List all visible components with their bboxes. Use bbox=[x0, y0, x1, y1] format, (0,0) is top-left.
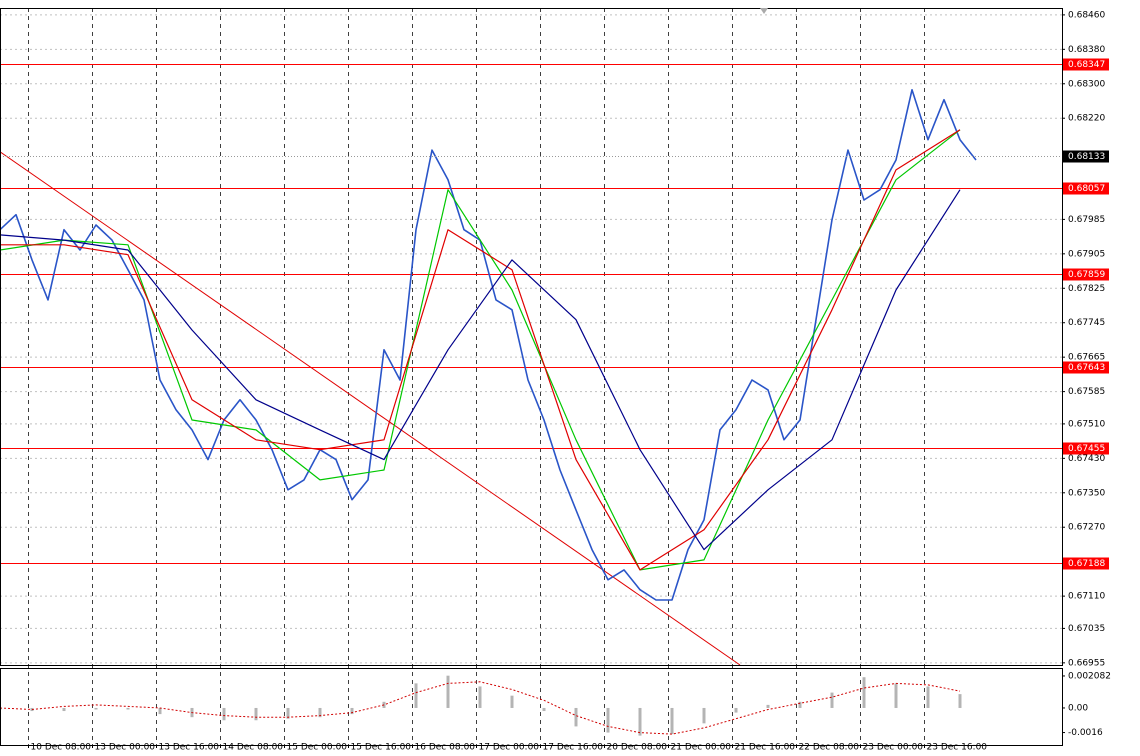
histogram-bar bbox=[766, 704, 770, 708]
histogram-bar bbox=[862, 677, 866, 708]
x-tick-label: 22 Dec 08:00 bbox=[799, 743, 860, 753]
histogram-bar bbox=[574, 707, 578, 727]
histogram-bar bbox=[542, 707, 546, 712]
y-tick-label: 0.68300 bbox=[1068, 79, 1105, 89]
y-tick-label: 0.68460 bbox=[1068, 10, 1105, 20]
plot-layer bbox=[0, 8, 1062, 745]
histogram-bar bbox=[830, 692, 834, 708]
y-tick-label: 0.67270 bbox=[1068, 523, 1105, 533]
y-tick-label: 0.67825 bbox=[1068, 284, 1105, 294]
y-tick-label: 0.67035 bbox=[1068, 624, 1105, 634]
signal-line bbox=[0, 681, 961, 735]
level-label-box bbox=[1063, 557, 1109, 570]
moving-average bbox=[0, 129, 961, 571]
trend-line bbox=[0, 151, 741, 666]
histogram-bar bbox=[478, 686, 482, 708]
x-tick-label: 15 Dec 16:00 bbox=[351, 743, 412, 753]
x-tick-label: 21 Dec 00:00 bbox=[671, 743, 732, 753]
histogram-bar bbox=[798, 701, 802, 708]
histogram-bar bbox=[254, 707, 258, 721]
histogram-bar bbox=[286, 707, 290, 719]
level-label-box bbox=[1063, 268, 1109, 281]
level-label-box bbox=[1063, 442, 1109, 455]
price-line bbox=[0, 89, 977, 601]
histogram-bar bbox=[446, 675, 450, 708]
histogram-bar bbox=[222, 707, 226, 721]
y-tick-label: 0.67110 bbox=[1068, 592, 1105, 602]
x-tick-label: 14 Dec 08:00 bbox=[223, 743, 284, 753]
main-panel-border bbox=[0, 8, 1063, 666]
current-price-label: 0.68133 bbox=[1068, 152, 1105, 162]
y-tick-label: 0.67430 bbox=[1068, 454, 1105, 464]
x-tick-label: 13 Dec 16:00 bbox=[159, 743, 220, 753]
x-tick-label: 16 Dec 08:00 bbox=[415, 743, 476, 753]
histogram-bar bbox=[702, 707, 706, 724]
level-label: 0.67188 bbox=[1068, 559, 1105, 569]
x-tick-label: 17 Dec 16:00 bbox=[543, 743, 604, 753]
y-tick-label: 0.68220 bbox=[1068, 114, 1105, 124]
current-price-box bbox=[1063, 150, 1109, 163]
histogram-bar bbox=[638, 707, 642, 736]
level-label: 0.68347 bbox=[1068, 60, 1105, 70]
y-tick-label: 0.66955 bbox=[1068, 658, 1105, 668]
y-tick-label: 0.67350 bbox=[1068, 488, 1105, 498]
histogram-bar bbox=[414, 683, 418, 708]
indicator-panel-border bbox=[0, 668, 1063, 746]
histogram-bar bbox=[894, 683, 898, 708]
level-label: 0.67859 bbox=[1068, 270, 1105, 280]
x-tick-label: 23 Dec 16:00 bbox=[927, 743, 988, 753]
y-tick-label: 0.67585 bbox=[1068, 387, 1105, 397]
level-label: 0.67455 bbox=[1068, 444, 1105, 454]
histogram-bar bbox=[62, 707, 66, 712]
level-label: 0.68057 bbox=[1068, 184, 1105, 194]
x-tick-label: 13 Dec 00:00 bbox=[95, 743, 156, 753]
histogram-bar bbox=[318, 707, 322, 718]
y-tick-label: 0.67665 bbox=[1068, 353, 1105, 363]
x-tick-label: 17 Dec 00:00 bbox=[479, 743, 540, 753]
shift-marker bbox=[760, 8, 768, 14]
level-label-box bbox=[1063, 182, 1109, 195]
histogram-bar bbox=[670, 707, 674, 735]
x-tick-label: 10 Dec 08:00 bbox=[31, 743, 92, 753]
histogram-bar bbox=[958, 694, 962, 708]
y-tick-label: 0.67905 bbox=[1068, 249, 1105, 259]
histogram-bar bbox=[926, 686, 930, 708]
x-tick-label: 20 Dec 08:00 bbox=[607, 743, 668, 753]
y-tick-label: -0.0016 bbox=[1068, 728, 1103, 738]
level-label-box bbox=[1063, 58, 1109, 71]
moving-average bbox=[0, 189, 961, 551]
y-tick-label: 0.00 bbox=[1068, 703, 1088, 713]
y-tick-label: 0.002082 bbox=[1068, 671, 1111, 681]
y-tick-label: 0.68380 bbox=[1068, 45, 1105, 55]
histogram-bar bbox=[606, 707, 610, 733]
histogram-bar bbox=[734, 707, 738, 713]
moving-average bbox=[0, 129, 961, 571]
x-tick-label: 23 Dec 00:00 bbox=[863, 743, 924, 753]
histogram-bar bbox=[158, 707, 162, 715]
y-tick-label: 0.67510 bbox=[1068, 419, 1105, 429]
level-label-box bbox=[1063, 361, 1109, 374]
histogram-bar bbox=[94, 707, 98, 710]
level-label: 0.67643 bbox=[1068, 363, 1105, 373]
y-tick-label: 0.67745 bbox=[1068, 318, 1105, 328]
histogram-bar bbox=[126, 707, 130, 710]
histogram-bar bbox=[510, 695, 514, 708]
x-tick-label: 15 Dec 00:00 bbox=[287, 743, 348, 753]
x-tick-label: 21 Dec 16:00 bbox=[735, 743, 796, 753]
histogram-bar bbox=[350, 707, 354, 715]
y-tick-label: 0.67985 bbox=[1068, 215, 1105, 225]
